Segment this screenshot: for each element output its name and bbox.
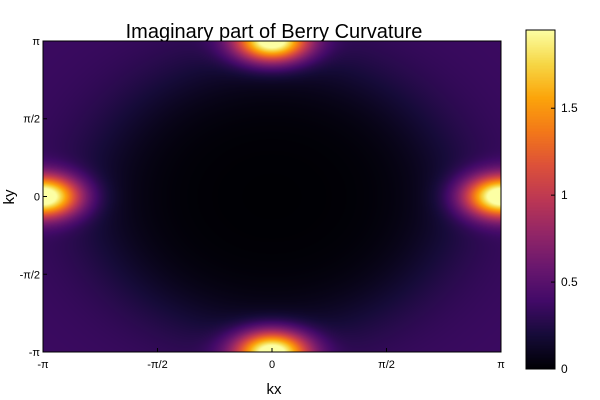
x-tick-label: π/2 [378,359,395,371]
colorbar-tick-label: 0 [561,362,568,376]
heatmap-area [42,40,502,353]
colorbar-tick-label: 0.5 [561,275,578,289]
y-tick-label: π/2 [23,114,40,126]
y-axis-label: ky [1,189,18,205]
colorbar-tick-label: 1 [561,188,568,202]
x-tick-label: -π/2 [147,359,167,371]
y-axis-ticks: -π -π/2 0 π/2 π [20,36,47,359]
colorbar-gradient [526,30,555,369]
x-axis-ticks: -π -π/2 0 π/2 π [37,348,505,371]
x-tick-label: -π [37,359,49,371]
colorbar: 0 0.5 1 1.5 [525,29,578,376]
y-tick-label: π [32,36,40,48]
heatmap-image [43,41,501,352]
chart-title: Imaginary part of Berry Curvature [126,21,423,43]
colorbar-canvas-wrap [526,30,555,369]
colorbar-frame [525,29,556,370]
x-tick-label: π [497,359,505,371]
y-tick-label: 0 [34,192,40,204]
x-axis-label: kx [267,381,283,398]
colorbar-ticks: 0 0.5 1 1.5 [551,101,578,376]
x-tick-label: 0 [269,359,275,371]
colorbar-tick-label: 1.5 [561,101,578,115]
heatmap-canvas-wrap [43,41,501,352]
y-tick-label: -π [29,347,41,359]
y-tick-label: -π/2 [20,269,40,281]
